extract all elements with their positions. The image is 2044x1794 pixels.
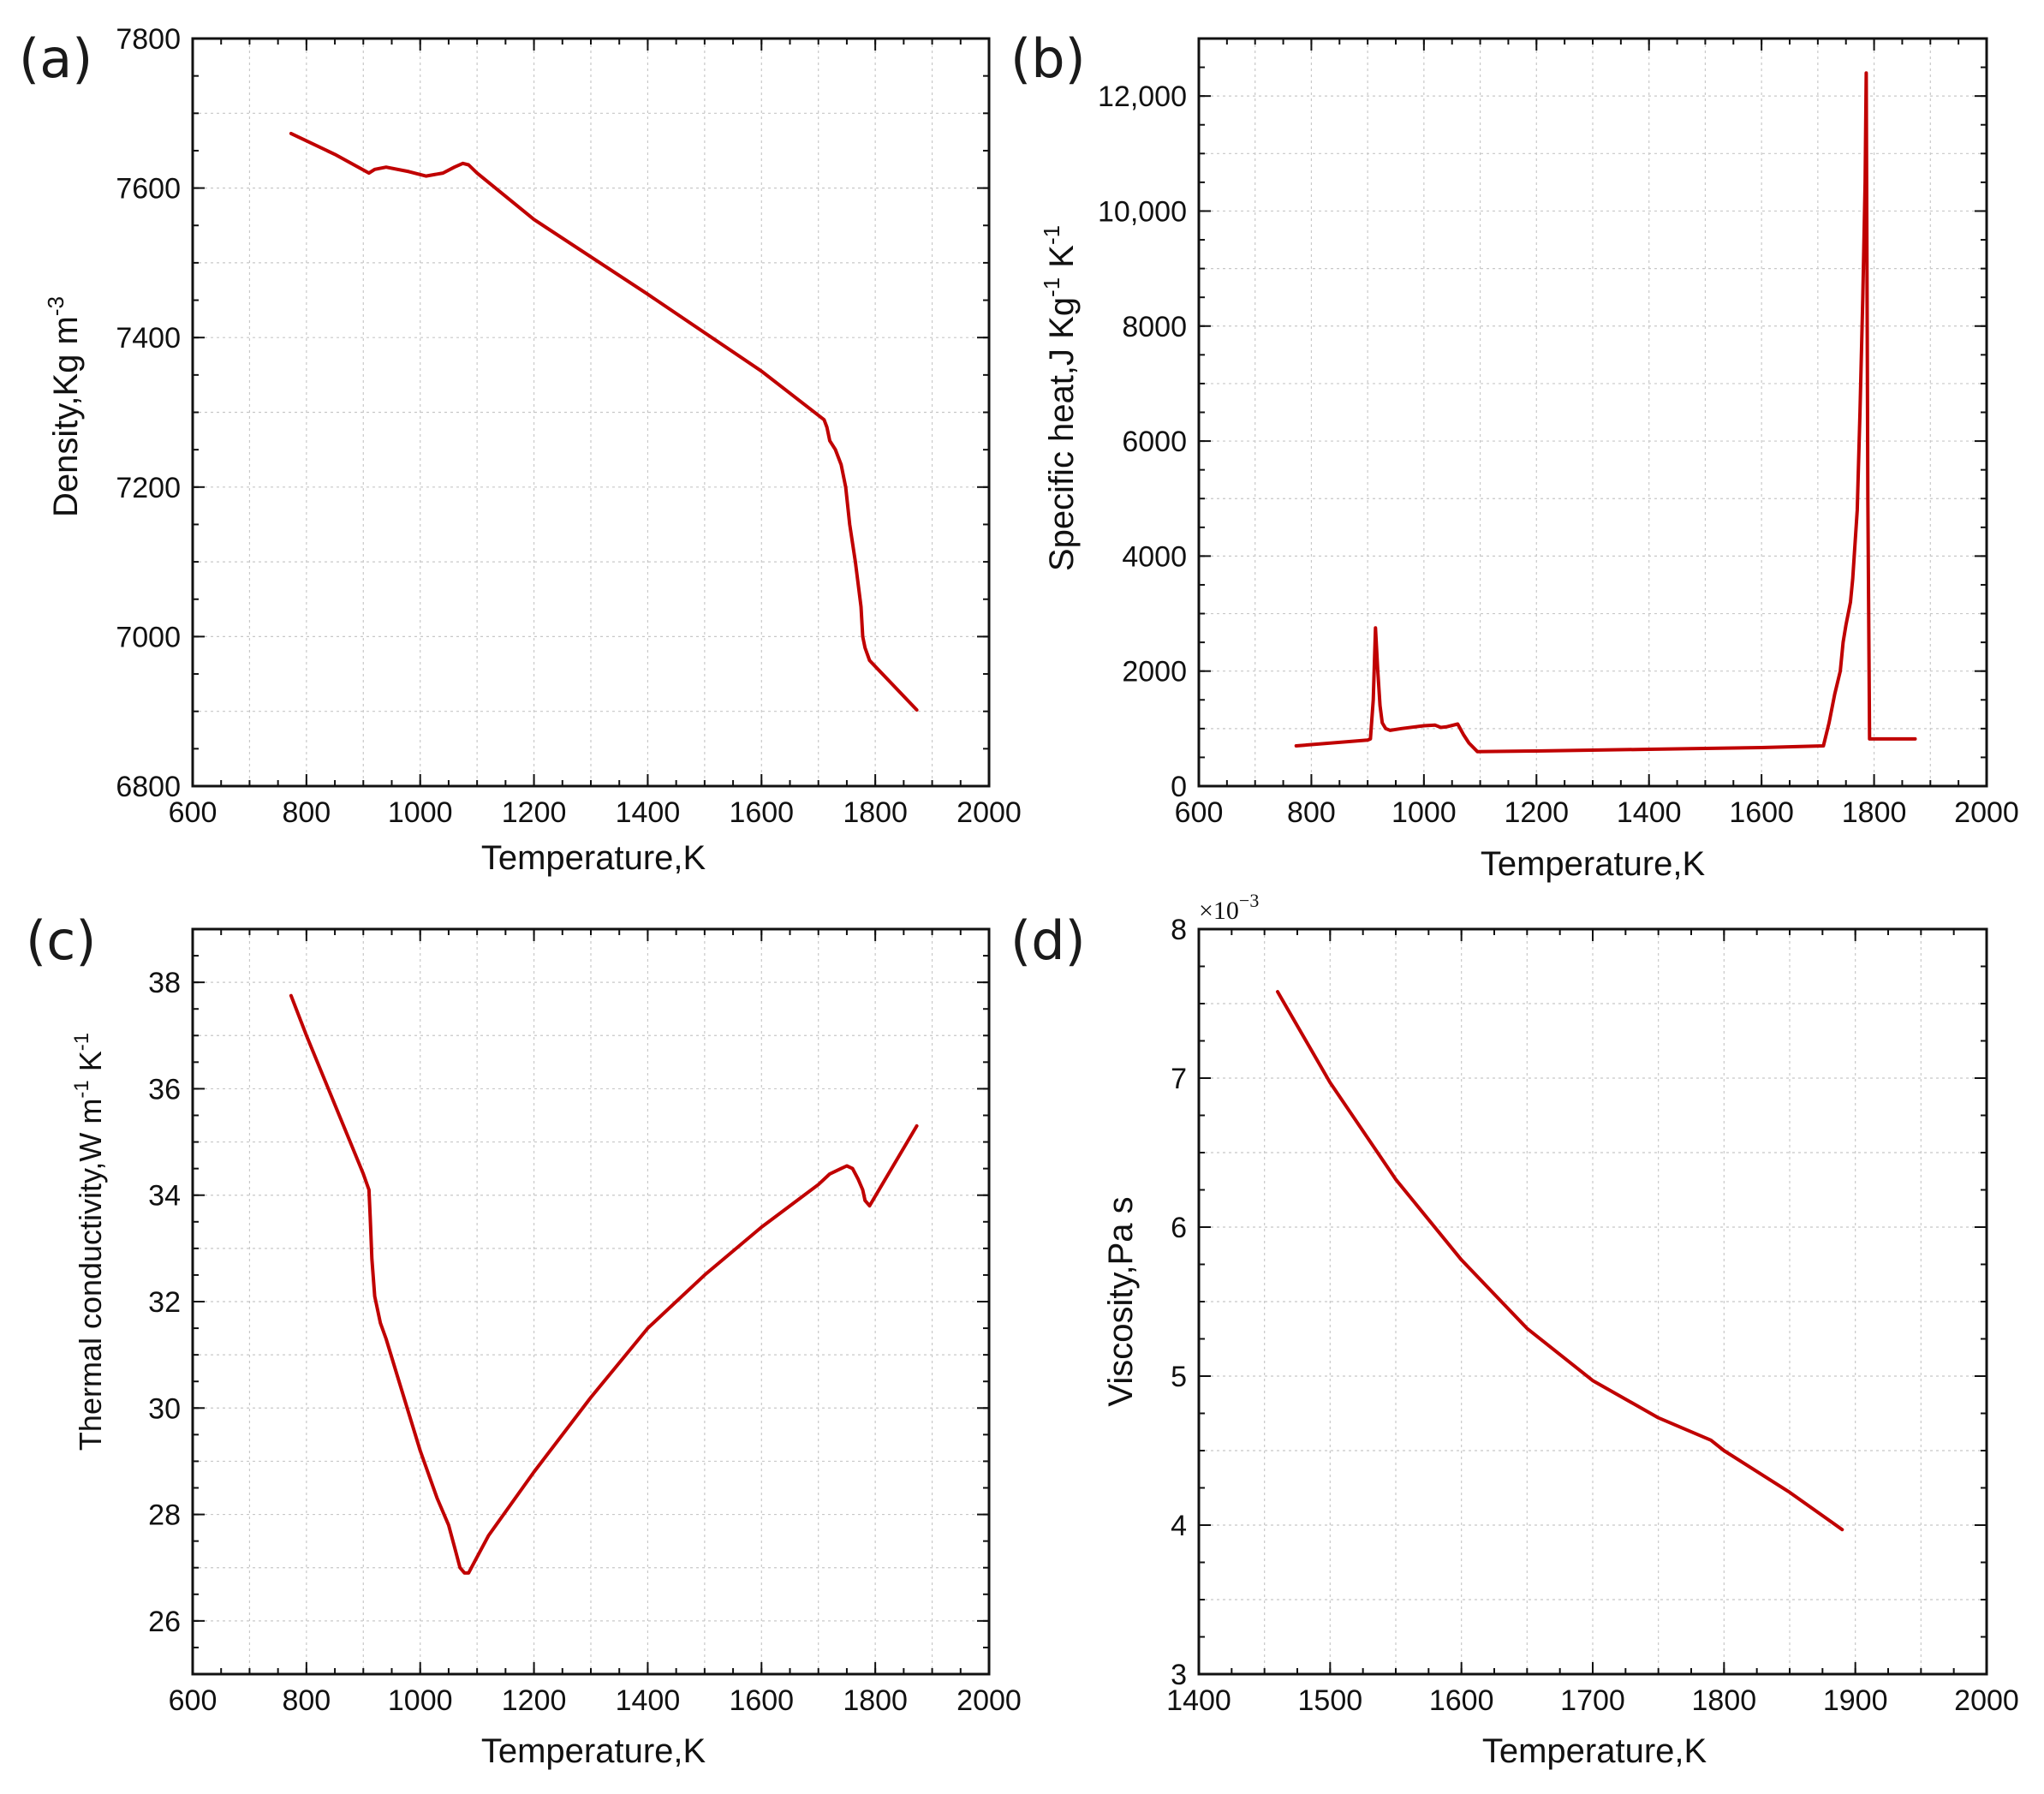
y-tick-label: 7800: [116, 23, 181, 56]
series-line-d: [1276, 990, 1844, 1532]
y-tick-label: 36: [148, 1073, 181, 1106]
x-tick-label: 2000: [1954, 1684, 2019, 1717]
y-tick-label: 26: [148, 1606, 181, 1638]
y-axis-title: Thermal conductivity,W m-1 K-1: [70, 1033, 108, 1451]
x-tick-label: 1400: [616, 1684, 681, 1717]
x-tick-label: 1800: [843, 796, 908, 829]
y-axis-title-p1: Thermal conductivity,W m: [73, 1099, 108, 1451]
series-line-c: [289, 993, 919, 1575]
x-tick-label: 1400: [1166, 1684, 1231, 1717]
x-tick-label: 1000: [1391, 796, 1457, 829]
panel-label-b: (b): [1010, 27, 1086, 90]
ticks: 600 800 1000 1200 1400 1600 1800 2000 6800 7000 72…: [116, 23, 1021, 829]
x-tick-label: 1600: [729, 796, 794, 829]
x-tick-label: 2000: [956, 1684, 1022, 1717]
y-tick-label: 7200: [116, 472, 181, 504]
x-tick-label: 1000: [388, 796, 453, 829]
x-tick-label: 1700: [1560, 1684, 1625, 1717]
x-axis-title: Temperature,K: [481, 1732, 706, 1770]
y-tick-label: 6000: [1122, 426, 1187, 458]
panel-label-a: (a): [19, 27, 92, 90]
x-tick-label: 1200: [502, 1684, 567, 1717]
y-tick-label: 28: [148, 1499, 181, 1532]
y-tick-label: 10,000: [1098, 195, 1187, 228]
y-tick-label: 12,000: [1098, 80, 1187, 113]
x-axis-title: Temperature,K: [481, 839, 706, 877]
x-tick-label: 1800: [1842, 796, 1907, 829]
y-axis-title-p1: Specific heat,J Kg: [1043, 297, 1081, 571]
y-axis-title-sup: -3: [43, 296, 69, 316]
y-tick-label: 7000: [116, 621, 181, 653]
y-tick-label: 7600: [116, 173, 181, 206]
y-tick-label: 0: [1171, 771, 1187, 803]
x-tick-label: 1600: [1429, 1684, 1494, 1717]
y-tick-label: 7: [1171, 1063, 1187, 1095]
grid: [192, 38, 990, 787]
y-multiplier: ×10−3: [1199, 890, 1259, 925]
panel-label-d: (d): [1010, 909, 1086, 972]
y-tick-label: 3: [1171, 1659, 1187, 1691]
y-axis-title: Density,Kg m-3: [43, 296, 85, 517]
x-tick-label: 1200: [502, 796, 567, 829]
y-axis-title-base: Density,Kg m: [47, 316, 85, 517]
y-multiplier-sup: −3: [1239, 890, 1259, 911]
y-tick-label: 8000: [1122, 311, 1187, 343]
y-tick-label: 34: [148, 1180, 181, 1213]
series-line-a: [289, 131, 919, 712]
y-tick-label: 32: [148, 1286, 181, 1319]
x-tick-label: 600: [169, 1684, 218, 1717]
series-line-b: [1294, 71, 1917, 754]
y-tick-label: 30: [148, 1392, 181, 1425]
x-tick-label: 800: [282, 1684, 331, 1717]
y-axis-title: Viscosity,Pa s: [1102, 1196, 1140, 1406]
y-axis-title-p2: K: [73, 1051, 108, 1080]
x-tick-label: 600: [169, 796, 218, 829]
y-tick-label: 5: [1171, 1361, 1187, 1393]
ticks: 1400 1500 1600 1700 1800 1900 2000 3 4 5 6 7 8: [1166, 914, 2019, 1717]
ticks: 600 800 1000 1200 1400 1600 1800 2000 26 28 30 32 34…: [148, 928, 1022, 1717]
x-tick-label: 800: [1287, 796, 1336, 829]
x-tick-label: 1600: [729, 1684, 794, 1717]
viscosity-chart: (d) Temperature,K Viscosity,Pa s ×10−3 1…: [1010, 890, 2019, 1770]
x-tick-label: 2000: [1954, 796, 2019, 829]
y-tick-label: 2000: [1122, 656, 1187, 688]
y-axis-title-sup2: -1: [1039, 225, 1064, 245]
x-axis-title: Temperature,K: [1481, 845, 1706, 883]
specific-heat-chart: (b) Temperature,K Specific heat,J Kg-1 K…: [1010, 27, 2019, 883]
x-tick-label: 1500: [1298, 1684, 1363, 1717]
x-tick-label: 1900: [1823, 1684, 1888, 1717]
y-tick-label: 38: [148, 967, 181, 999]
y-tick-label: 4000: [1122, 540, 1187, 573]
y-tick-label: 6800: [116, 771, 181, 803]
x-tick-label: 1400: [1617, 796, 1682, 829]
y-tick-label: 7400: [116, 322, 181, 355]
x-tick-label: 2000: [956, 796, 1022, 829]
x-tick-label: 600: [1175, 796, 1224, 829]
grid: [1198, 928, 1987, 1675]
ticks: 600 800 1000 1200 1400 1600 1800 2000 0 2000 4000 6…: [1098, 38, 2019, 829]
y-tick-label: 6: [1171, 1212, 1187, 1244]
y-axis-title-sup1: -1: [70, 1080, 93, 1098]
y-multiplier-base: ×10: [1199, 897, 1239, 925]
x-tick-label: 800: [282, 796, 331, 829]
y-tick-label: 4: [1171, 1510, 1187, 1542]
y-axis-title: Specific heat,J Kg-1 K-1: [1039, 225, 1081, 571]
x-tick-label: 1200: [1504, 796, 1569, 829]
thermal-conductivity-chart: (c) Temperature,K Thermal conductivity,W…: [26, 909, 1022, 1770]
x-tick-label: 1000: [388, 1684, 453, 1717]
x-tick-label: 1400: [616, 796, 681, 829]
panel-label-c: (c): [26, 909, 96, 972]
y-axis-title-sup1: -1: [1039, 277, 1064, 297]
x-tick-label: 1800: [1692, 1684, 1757, 1717]
grid: [192, 928, 990, 1675]
x-tick-label: 1800: [843, 1684, 908, 1717]
y-axis-title-p2: K: [1043, 245, 1081, 277]
x-axis-title: Temperature,K: [1482, 1732, 1707, 1770]
y-axis-title-sup2: -1: [70, 1033, 93, 1051]
y-tick-label: 8: [1171, 914, 1187, 946]
x-tick-label: 1600: [1729, 796, 1794, 829]
density-chart: (a) Temperature,K Density,Kg m-3 600 800 1…: [19, 23, 1022, 877]
